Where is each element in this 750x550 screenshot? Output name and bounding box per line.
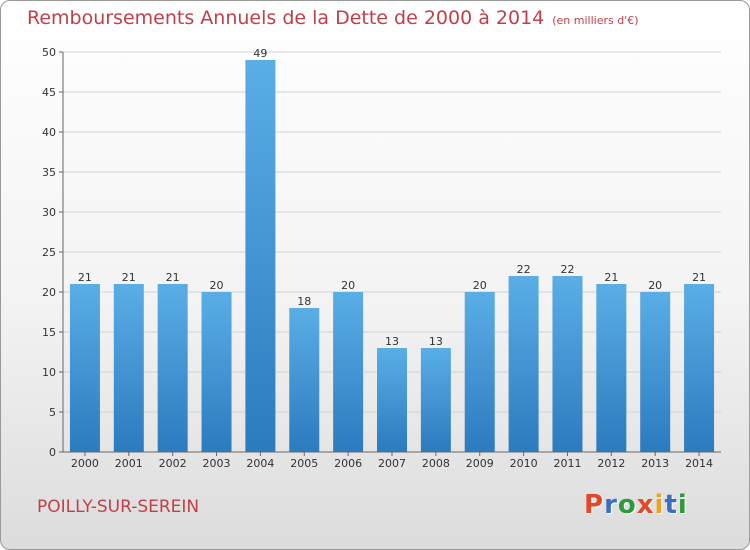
x-tick-label-2006: 2006	[334, 457, 362, 470]
bar-2007	[377, 348, 407, 452]
x-tick-label-2009: 2009	[466, 457, 494, 470]
bar-2009	[464, 292, 495, 452]
y-tick-label: 25	[42, 246, 56, 259]
value-label-2013: 20	[648, 279, 662, 292]
x-tick-label-2003: 2003	[203, 457, 231, 470]
logo-letter: P	[584, 490, 605, 520]
value-label-2014: 21	[692, 271, 706, 284]
chart-title-text: Remboursements Annuels de la Dette de 20…	[27, 7, 545, 29]
bar-2001	[113, 284, 144, 452]
value-label-2005: 18	[297, 295, 311, 308]
x-tick-label-2011: 2011	[553, 457, 581, 470]
commune-name: POILLY-SUR-SEREIN	[37, 497, 200, 517]
x-tick-label-2005: 2005	[290, 457, 318, 470]
value-label-2008: 13	[429, 335, 443, 348]
logo-letter: r	[604, 490, 618, 520]
bars	[69, 60, 715, 452]
logo-letter: i	[654, 490, 665, 520]
y-tick-label: 30	[42, 206, 56, 219]
bar-2005	[289, 308, 320, 452]
value-label-2006: 20	[341, 279, 355, 292]
chart-unit: (en milliers d'€)	[552, 14, 639, 27]
bar-2014	[684, 284, 715, 452]
bar-2008	[420, 348, 451, 452]
logo-letter: o	[617, 490, 637, 520]
bar-2006	[333, 292, 364, 452]
value-label-2004: 49	[253, 47, 267, 60]
x-tick-label-2012: 2012	[597, 457, 625, 470]
logo-letter: x	[636, 490, 655, 520]
labels: 0 5 10 15 20 25 30 35 40 45 50 21 2000 21 2001 21 2002 20…	[42, 46, 713, 470]
bar-2010	[508, 276, 539, 452]
y-tick-label: 10	[42, 366, 56, 379]
logo-letter: t	[664, 490, 678, 520]
y-tick-label: 0	[49, 446, 56, 459]
x-tick-label-2007: 2007	[378, 457, 406, 470]
bar-2011	[552, 276, 583, 452]
value-label-2002: 21	[166, 271, 180, 284]
value-label-2011: 22	[560, 263, 574, 276]
x-tick-label-2004: 2004	[246, 457, 274, 470]
value-label-2001: 21	[122, 271, 136, 284]
value-label-2012: 21	[604, 271, 618, 284]
x-tick-label-2000: 2000	[71, 457, 99, 470]
proxiti-logo[interactable]: Proxiti	[584, 490, 688, 520]
bar-2013	[640, 292, 671, 452]
value-label-2010: 22	[517, 263, 531, 276]
y-tick-label: 15	[42, 326, 56, 339]
bar-2012	[596, 284, 627, 452]
x-tick-label-2001: 2001	[115, 457, 143, 470]
x-tick-label-2002: 2002	[159, 457, 187, 470]
chart-title: Remboursements Annuels de la Dette de 20…	[27, 7, 639, 29]
x-tick-label-2010: 2010	[510, 457, 538, 470]
y-tick-label: 5	[49, 406, 56, 419]
bar-2003	[201, 292, 232, 452]
value-label-2009: 20	[473, 279, 487, 292]
x-tick-label-2014: 2014	[685, 457, 713, 470]
value-label-2003: 20	[210, 279, 224, 292]
y-tick-label: 20	[42, 286, 56, 299]
logo-letter: i	[677, 490, 688, 520]
bar-2000	[69, 284, 100, 452]
y-tick-label: 40	[42, 126, 56, 139]
x-tick-label-2013: 2013	[641, 457, 669, 470]
x-tick-label-2008: 2008	[422, 457, 450, 470]
bar-2002	[157, 284, 188, 452]
y-tick-label: 35	[42, 166, 56, 179]
y-tick-label: 50	[42, 46, 56, 59]
y-tick-label: 45	[42, 86, 56, 99]
value-label-2000: 21	[78, 271, 92, 284]
value-label-2007: 13	[385, 335, 399, 348]
bar-2004	[245, 60, 276, 452]
